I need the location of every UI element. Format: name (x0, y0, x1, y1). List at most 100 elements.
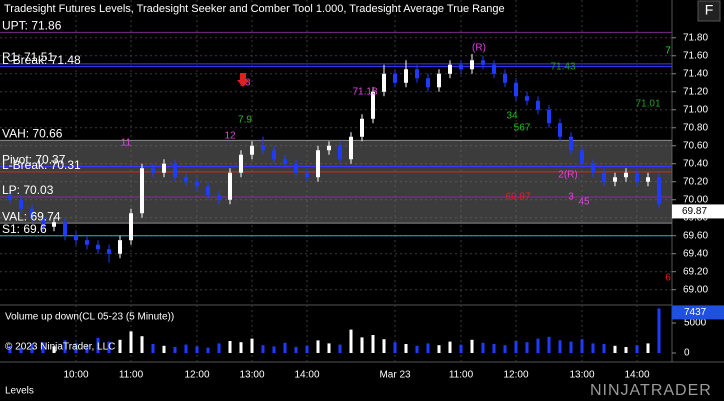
candle-body (481, 60, 485, 65)
candle-body (657, 177, 661, 205)
candle-body (140, 168, 144, 214)
last-price-box (672, 204, 724, 219)
candle-body (74, 235, 78, 241)
level-label: L-Break: 70.31 (2, 158, 81, 172)
candle-body (118, 240, 122, 254)
y-tick-label: 69.20 (683, 266, 708, 277)
volume-tick-label: 0 (684, 348, 690, 359)
volume-bar (646, 343, 650, 353)
x-tick-label: 12:00 (503, 370, 528, 381)
volume-bar (239, 342, 243, 353)
candle-body (404, 69, 408, 83)
volume-bar (459, 344, 463, 353)
value-area-band (0, 140, 672, 224)
annotation: 45 (578, 197, 590, 208)
x-tick-label: 14:00 (624, 370, 649, 381)
volume-bar (514, 341, 518, 353)
value-area (0, 140, 672, 224)
annotation: 71.01 (635, 99, 660, 110)
volume-bar (426, 343, 430, 353)
volume-bar (393, 342, 397, 353)
volume-bar (294, 347, 298, 353)
level-label: LP: 70.03 (2, 183, 54, 197)
f-button-label[interactable]: F (705, 2, 714, 18)
annotation: 34 (506, 111, 518, 122)
y-tick-label: 71.60 (683, 50, 708, 61)
volume-bar (151, 344, 155, 353)
volume-tick-label: 5000 (684, 318, 707, 329)
candle-body (261, 145, 265, 151)
candle-body (492, 64, 496, 74)
volume-bar (261, 345, 265, 353)
y-tick-label: 71.40 (683, 68, 708, 79)
candle-body (184, 177, 188, 182)
volume-bar (382, 339, 386, 353)
candle-body (635, 172, 639, 182)
volume-bar (481, 342, 485, 353)
x-tick-label: 14:00 (294, 370, 319, 381)
volume-bar (140, 336, 144, 353)
y-tick-label: 70.20 (683, 176, 708, 187)
annotation: 567 (514, 123, 531, 134)
level-label: VAH: 70.66 (2, 127, 63, 141)
level-label: L-Break: 71.48 (2, 53, 81, 67)
candle-body (613, 177, 617, 182)
volume-bar (349, 329, 353, 353)
x-tick-label: 11:00 (119, 370, 144, 381)
x-tick-label: 10:00 (63, 370, 88, 381)
volume-bar (96, 338, 100, 353)
candle-body (338, 145, 342, 160)
volume-bar (569, 341, 573, 353)
candle-body (558, 123, 562, 137)
candle-body (272, 150, 276, 160)
volume-bar (19, 347, 23, 353)
candle-body (107, 249, 111, 254)
volume-bar (635, 345, 639, 353)
level-label: R1: 71.51 (2, 50, 54, 64)
annotation: 2(R) (558, 170, 577, 181)
y-tick-label: 70.80 (683, 122, 708, 133)
candle-body (129, 213, 133, 241)
annotation: 7 (665, 46, 671, 57)
candle-body (393, 73, 397, 83)
volume-bar (371, 335, 375, 353)
candle-body (162, 163, 166, 173)
candle-body (63, 222, 67, 236)
candle-body (349, 136, 353, 160)
candle-body (569, 136, 573, 151)
volume-bar (613, 345, 617, 353)
candle-body (415, 69, 419, 79)
levels-tab[interactable]: Levels (5, 386, 34, 397)
candle-body (327, 145, 331, 151)
candle-body (360, 118, 364, 137)
volume-bar (591, 343, 595, 353)
candle-body (646, 177, 650, 182)
candle-body (624, 172, 628, 178)
level-label: Pivot: 70.37 (2, 153, 66, 167)
volume-bar (316, 340, 320, 353)
volume-bar (525, 342, 529, 353)
volume-bar (448, 341, 452, 353)
x-tick-label: 12:00 (184, 370, 209, 381)
volume-bar (283, 342, 287, 353)
candle-body (52, 222, 56, 227)
candle-body (602, 172, 606, 182)
f-button[interactable] (697, 0, 721, 22)
volume-bar (602, 344, 606, 353)
candle-body (294, 163, 298, 173)
annotation: (R) (472, 43, 486, 54)
y-tick-label: 69.40 (683, 248, 708, 259)
levels (0, 31, 672, 237)
volume-bar (85, 345, 89, 353)
last-price-label: 69.87 (682, 206, 707, 217)
volume-bar (118, 339, 122, 353)
candle-body (85, 240, 89, 245)
header-title: Tradesight Futures Levels, Tradesight Se… (4, 3, 505, 15)
candle-body (525, 96, 529, 101)
candle-body (426, 78, 430, 88)
candle-body (371, 91, 375, 119)
candle-body (239, 154, 243, 173)
candle-body (580, 150, 584, 164)
volume-bar (63, 340, 67, 353)
annotation: 3 (568, 192, 574, 203)
